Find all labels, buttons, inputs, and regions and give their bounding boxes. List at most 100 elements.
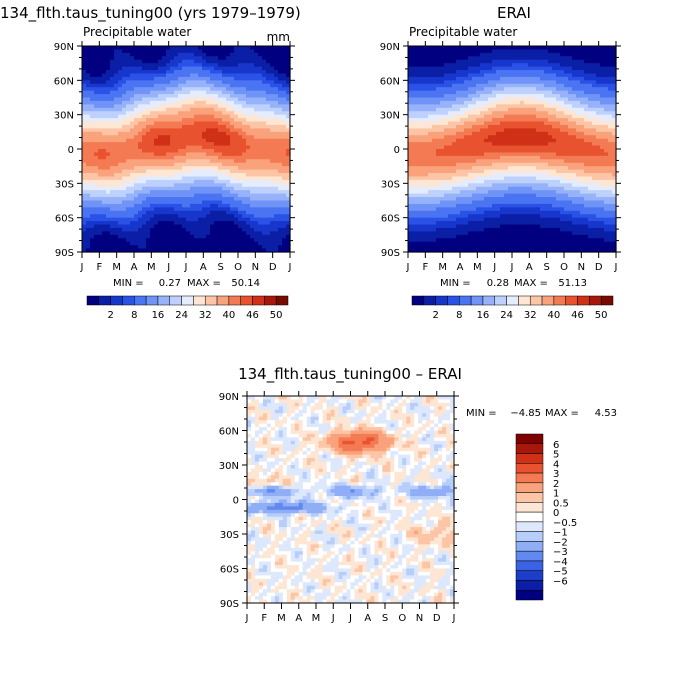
field-cell bbox=[190, 234, 195, 239]
field-cell bbox=[210, 59, 215, 64]
field-cell bbox=[282, 80, 287, 85]
field-cell bbox=[202, 155, 207, 160]
field-cell bbox=[98, 135, 103, 140]
field-cell bbox=[170, 193, 175, 198]
field-cell bbox=[456, 145, 461, 150]
field-cell bbox=[238, 124, 243, 129]
field-cell bbox=[210, 221, 215, 226]
field-cell bbox=[214, 245, 219, 250]
field-cell bbox=[226, 245, 231, 250]
field-cell bbox=[536, 107, 541, 112]
field-cell bbox=[258, 138, 263, 143]
field-cell bbox=[472, 155, 477, 160]
field-cell bbox=[246, 241, 251, 246]
field-cell bbox=[504, 107, 509, 112]
field-cell bbox=[544, 104, 549, 109]
field-cell bbox=[150, 121, 155, 126]
field-cell bbox=[250, 46, 255, 51]
field-cell bbox=[552, 155, 557, 160]
field-cell bbox=[274, 241, 279, 246]
field-cell bbox=[214, 238, 219, 243]
field-cell bbox=[424, 114, 429, 119]
field-cell bbox=[126, 207, 131, 212]
erai-panel: ERAI Precipitable water 90N60N30N030S60S… bbox=[380, 4, 621, 321]
field-cell bbox=[424, 152, 429, 157]
field-cell bbox=[206, 210, 211, 215]
field-cell bbox=[146, 245, 151, 250]
lat-tick-label: 90N bbox=[54, 42, 74, 53]
field-cell bbox=[238, 111, 243, 116]
field-cell bbox=[206, 203, 211, 208]
field-cell bbox=[250, 63, 255, 68]
field-cell bbox=[230, 142, 235, 147]
field-cell bbox=[568, 111, 573, 116]
field-cell bbox=[278, 162, 283, 167]
field-cell bbox=[198, 128, 203, 133]
field-cell bbox=[110, 231, 115, 236]
field-cell bbox=[214, 176, 219, 181]
field-cell bbox=[158, 234, 163, 239]
field-cell bbox=[98, 166, 103, 171]
field-cell bbox=[178, 193, 183, 198]
field-cell bbox=[254, 245, 259, 250]
field-cell bbox=[492, 73, 497, 78]
field-cell bbox=[150, 207, 155, 212]
field-cell bbox=[158, 173, 163, 178]
field-cell bbox=[278, 131, 283, 136]
field-cell bbox=[138, 234, 143, 239]
field-cell bbox=[596, 83, 601, 88]
field-cell bbox=[420, 152, 425, 157]
field-cell bbox=[206, 131, 211, 136]
field-cell bbox=[286, 166, 291, 171]
field-cell bbox=[226, 234, 231, 239]
field-cell bbox=[444, 149, 449, 154]
field-cell bbox=[182, 76, 187, 81]
field-cell bbox=[250, 183, 255, 188]
field-cell bbox=[134, 166, 139, 171]
field-cell bbox=[246, 217, 251, 222]
field-cell bbox=[484, 138, 489, 143]
field-cell bbox=[126, 100, 131, 105]
field-cell bbox=[174, 217, 179, 222]
field-cell bbox=[190, 224, 195, 229]
field-cell bbox=[114, 73, 119, 78]
field-cell bbox=[286, 104, 291, 109]
field-cell bbox=[114, 100, 119, 105]
field-cell bbox=[456, 135, 461, 140]
field-cell bbox=[460, 46, 465, 51]
field-cell bbox=[242, 231, 247, 236]
field-cell bbox=[580, 152, 585, 157]
field-cell bbox=[472, 135, 477, 140]
field-cell bbox=[564, 128, 569, 133]
field-cell bbox=[110, 162, 115, 167]
field-cell bbox=[138, 142, 143, 147]
field-cell bbox=[230, 166, 235, 171]
field-cell bbox=[278, 152, 283, 157]
field-cell bbox=[146, 149, 151, 154]
field-cell bbox=[274, 104, 279, 109]
field-cell bbox=[250, 210, 255, 215]
field-cell bbox=[456, 111, 461, 116]
field-cell bbox=[90, 56, 95, 61]
field-cell bbox=[524, 94, 529, 99]
field-cell bbox=[158, 63, 163, 68]
field-cell bbox=[484, 80, 489, 85]
field-cell bbox=[118, 142, 123, 147]
field-cell bbox=[210, 210, 215, 215]
field-cell bbox=[460, 111, 465, 116]
field-cell bbox=[520, 63, 525, 68]
field-cell bbox=[254, 234, 259, 239]
field-cell bbox=[106, 152, 111, 157]
field-cell bbox=[580, 97, 585, 102]
field-cell bbox=[460, 100, 465, 105]
field-cell bbox=[416, 49, 421, 54]
field-cell bbox=[584, 80, 589, 85]
field-cell bbox=[162, 173, 167, 178]
field-cell bbox=[258, 169, 263, 174]
field-cell bbox=[122, 83, 127, 88]
field-cell bbox=[496, 70, 501, 75]
field-cell bbox=[488, 52, 493, 57]
field-cell bbox=[266, 80, 271, 85]
field-cell bbox=[492, 80, 497, 85]
field-cell bbox=[250, 59, 255, 64]
